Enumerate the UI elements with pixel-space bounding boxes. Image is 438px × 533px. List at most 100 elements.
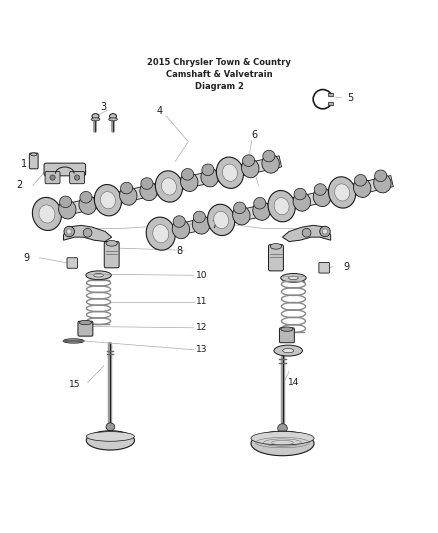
Ellipse shape (192, 215, 210, 234)
Ellipse shape (251, 431, 314, 456)
Ellipse shape (374, 170, 387, 182)
Ellipse shape (162, 178, 177, 195)
Text: 8: 8 (177, 246, 183, 256)
Ellipse shape (293, 192, 311, 211)
Ellipse shape (294, 188, 306, 200)
Text: 2: 2 (17, 181, 23, 190)
FancyBboxPatch shape (70, 172, 85, 184)
Ellipse shape (208, 204, 235, 236)
Ellipse shape (201, 168, 218, 187)
Text: 4: 4 (157, 106, 163, 116)
Ellipse shape (223, 164, 237, 181)
Polygon shape (283, 225, 331, 241)
Text: 5: 5 (347, 93, 353, 103)
Ellipse shape (374, 174, 391, 193)
Ellipse shape (146, 217, 175, 250)
Ellipse shape (353, 178, 371, 197)
Ellipse shape (253, 201, 270, 220)
Bar (328, 95, 335, 103)
Text: 14: 14 (288, 378, 299, 387)
Polygon shape (36, 156, 282, 222)
Ellipse shape (172, 220, 190, 239)
Ellipse shape (92, 114, 99, 119)
FancyBboxPatch shape (319, 263, 329, 273)
Circle shape (67, 229, 72, 234)
Ellipse shape (79, 320, 92, 325)
Text: 10: 10 (196, 271, 207, 280)
FancyBboxPatch shape (78, 321, 93, 336)
Ellipse shape (270, 244, 282, 249)
Polygon shape (64, 225, 112, 241)
Text: 9: 9 (23, 253, 29, 263)
Ellipse shape (233, 206, 250, 225)
Ellipse shape (180, 172, 198, 191)
Ellipse shape (268, 190, 295, 222)
Ellipse shape (262, 154, 279, 173)
Ellipse shape (263, 150, 275, 162)
Ellipse shape (278, 424, 287, 432)
Ellipse shape (328, 177, 356, 208)
Ellipse shape (254, 197, 266, 209)
Ellipse shape (173, 216, 185, 228)
Ellipse shape (100, 191, 116, 209)
Ellipse shape (60, 196, 72, 208)
Ellipse shape (39, 205, 55, 223)
Ellipse shape (313, 188, 331, 207)
Text: 9: 9 (343, 262, 349, 271)
Ellipse shape (155, 171, 183, 202)
Text: 6: 6 (251, 130, 257, 140)
Ellipse shape (31, 153, 37, 156)
Text: 13: 13 (196, 345, 207, 354)
Text: 15: 15 (69, 380, 80, 389)
Ellipse shape (153, 224, 169, 243)
Circle shape (322, 229, 328, 234)
Ellipse shape (274, 198, 289, 215)
Ellipse shape (216, 157, 244, 188)
Ellipse shape (283, 349, 293, 353)
FancyBboxPatch shape (279, 328, 294, 343)
Ellipse shape (181, 168, 194, 180)
Circle shape (320, 226, 330, 237)
FancyBboxPatch shape (29, 153, 38, 169)
Ellipse shape (354, 174, 367, 186)
Text: 7: 7 (212, 220, 218, 230)
Ellipse shape (79, 195, 96, 214)
Ellipse shape (233, 202, 246, 214)
Ellipse shape (120, 186, 137, 205)
Circle shape (302, 229, 311, 237)
Circle shape (83, 229, 92, 237)
FancyBboxPatch shape (268, 245, 283, 271)
Ellipse shape (193, 211, 205, 223)
Ellipse shape (214, 211, 229, 229)
Ellipse shape (251, 431, 314, 445)
Bar (328, 93, 333, 96)
Ellipse shape (59, 200, 76, 219)
Text: 11: 11 (196, 297, 207, 306)
Ellipse shape (274, 345, 302, 356)
Circle shape (74, 175, 80, 180)
Ellipse shape (63, 339, 84, 343)
Ellipse shape (94, 184, 122, 216)
Ellipse shape (281, 327, 293, 332)
Ellipse shape (140, 181, 157, 200)
Ellipse shape (141, 177, 153, 189)
Ellipse shape (202, 164, 214, 175)
Circle shape (50, 175, 55, 180)
Text: 12: 12 (196, 324, 207, 332)
Ellipse shape (289, 276, 298, 280)
Text: 1: 1 (21, 159, 27, 168)
Text: 2015 Chrysler Town & Country
Camshaft & Valvetrain
Diagram 2: 2015 Chrysler Town & Country Camshaft & … (147, 59, 291, 91)
Ellipse shape (120, 182, 133, 194)
Bar (328, 102, 333, 105)
Ellipse shape (106, 423, 115, 431)
Ellipse shape (80, 191, 92, 203)
Text: 3: 3 (100, 102, 106, 111)
FancyBboxPatch shape (45, 172, 60, 184)
Ellipse shape (109, 118, 117, 121)
Ellipse shape (335, 184, 350, 201)
Ellipse shape (86, 432, 134, 441)
Circle shape (64, 226, 74, 237)
FancyBboxPatch shape (104, 241, 119, 268)
Ellipse shape (91, 118, 100, 121)
Polygon shape (150, 175, 393, 241)
